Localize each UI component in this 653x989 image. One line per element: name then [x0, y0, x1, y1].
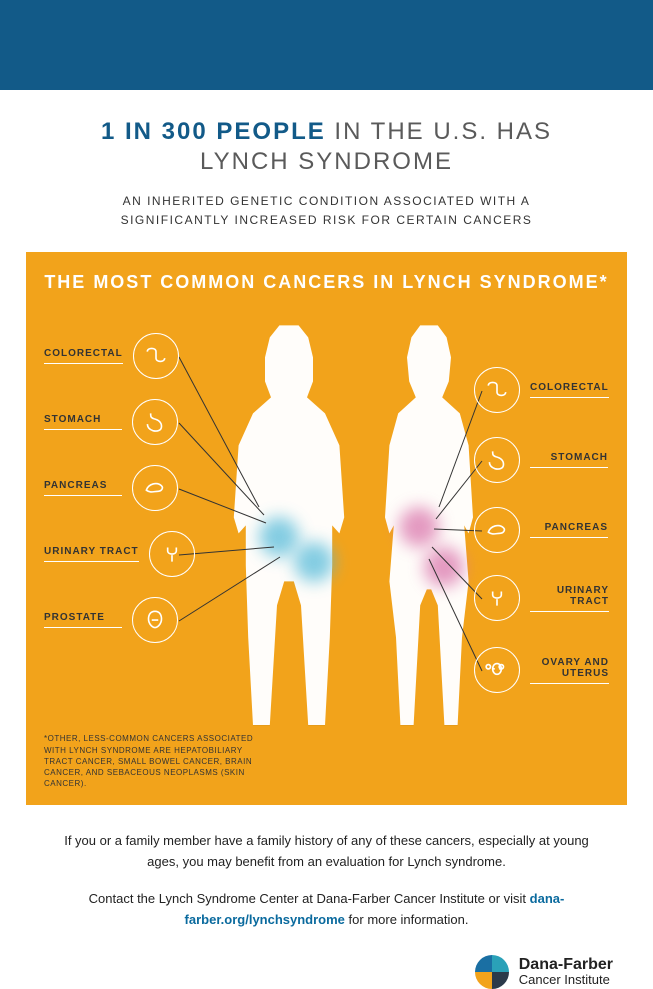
label-prostate-m: PROSTATE — [44, 597, 178, 643]
label-text: COLORECTAL — [530, 382, 609, 398]
label-text: STOMACH — [530, 452, 608, 468]
headline-line2: LYNCH SYNDROME — [40, 148, 613, 176]
stomach-icon — [132, 399, 178, 445]
pancreas-icon — [474, 507, 520, 553]
panel-title: THE MOST COMMON CANCERS IN LYNCH SYNDROM… — [44, 272, 609, 293]
subhead-line1: AN INHERITED GENETIC CONDITION ASSOCIATE… — [40, 192, 613, 211]
label-pancreas-m: PANCREAS — [44, 465, 178, 511]
label-pancreas-f: PANCREAS — [474, 507, 608, 553]
logo-line2: Cancer Institute — [519, 973, 613, 987]
colorectal-icon — [133, 333, 179, 379]
dana-farber-logo: Dana-Farber Cancer Institute — [475, 955, 613, 989]
bottom-p2b: for more information. — [345, 912, 469, 927]
footnote: *Other, less-common cancers associated w… — [44, 733, 254, 789]
label-text: URINARY TRACT — [44, 546, 139, 562]
subhead: AN INHERITED GENETIC CONDITION ASSOCIATE… — [40, 192, 613, 230]
bottom-text: If you or a family member have a family … — [0, 805, 653, 944]
bottom-paragraph-2: Contact the Lynch Syndrome Center at Dan… — [50, 889, 603, 931]
headline-rest: IN THE U.S. HAS — [326, 118, 552, 145]
label-colorectal-f: COLORECTAL — [474, 367, 609, 413]
colorectal-icon — [474, 367, 520, 413]
label-text: STOMACH — [44, 414, 122, 430]
urinary-icon — [149, 531, 195, 577]
bottom-paragraph-1: If you or a family member have a family … — [50, 831, 603, 873]
label-ovary-uterus-f: OVARY AND UTERUS — [474, 647, 609, 693]
label-text: PANCREAS — [44, 480, 122, 496]
ovary-uterus-icon — [474, 647, 520, 693]
label-stomach-m: STOMACH — [44, 399, 178, 445]
logo-line1: Dana-Farber — [519, 956, 613, 974]
header: 1 IN 300 PEOPLE IN THE U.S. HAS LYNCH SY… — [0, 90, 653, 252]
prostate-icon — [132, 597, 178, 643]
diagram-panel: THE MOST COMMON CANCERS IN LYNCH SYNDROM… — [26, 252, 627, 805]
label-urinary-m: URINARY TRACT — [44, 531, 195, 577]
subhead-line2: SIGNIFICANTLY INCREASED RISK FOR CERTAIN… — [40, 211, 613, 230]
pancreas-icon — [132, 465, 178, 511]
label-urinary-f: URINARY TRACT — [474, 575, 609, 621]
label-text: COLORECTAL — [44, 348, 123, 364]
logo-row: Dana-Farber Cancer Institute — [0, 945, 653, 989]
label-colorectal-m: COLORECTAL — [44, 333, 179, 379]
headline: 1 IN 300 PEOPLE IN THE U.S. HAS — [40, 118, 613, 146]
diagram: COLORECTAL STOMACH PANCREAS URINARY TRAC… — [44, 307, 609, 787]
urinary-icon — [474, 575, 520, 621]
label-text: URINARY TRACT — [530, 585, 609, 612]
label-stomach-f: STOMACH — [474, 437, 608, 483]
label-text: OVARY AND UTERUS — [530, 657, 609, 684]
label-text: PANCREAS — [530, 522, 608, 538]
top-band — [0, 0, 653, 90]
stomach-icon — [474, 437, 520, 483]
headline-em: 1 IN 300 PEOPLE — [101, 118, 326, 145]
label-text: PROSTATE — [44, 612, 122, 628]
logo-mark-icon — [475, 955, 509, 989]
bottom-p2a: Contact the Lynch Syndrome Center at Dan… — [89, 891, 530, 906]
